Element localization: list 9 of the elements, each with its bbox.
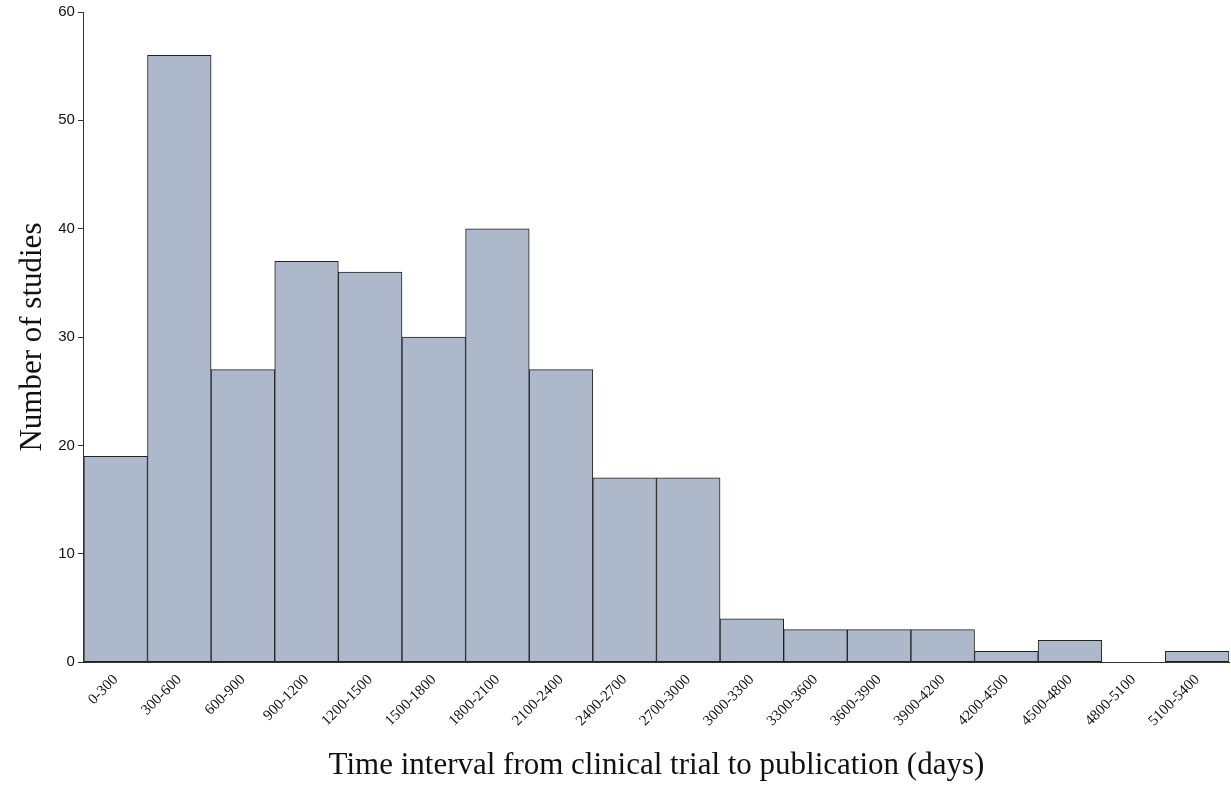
y-axis-title: Number of studies [12, 222, 48, 452]
y-tick-label: 60 [58, 2, 75, 20]
y-tick-label: 20 [58, 435, 75, 453]
y-tick-label: 10 [58, 543, 75, 561]
x-axis-title: Time interval from clinical trial to publication (days) [328, 745, 985, 781]
y-tick-label: 50 [58, 110, 75, 128]
y-tick-label: 0 [66, 652, 75, 670]
y-tick-label: 40 [58, 218, 75, 236]
y-tick-label: 30 [58, 327, 75, 345]
